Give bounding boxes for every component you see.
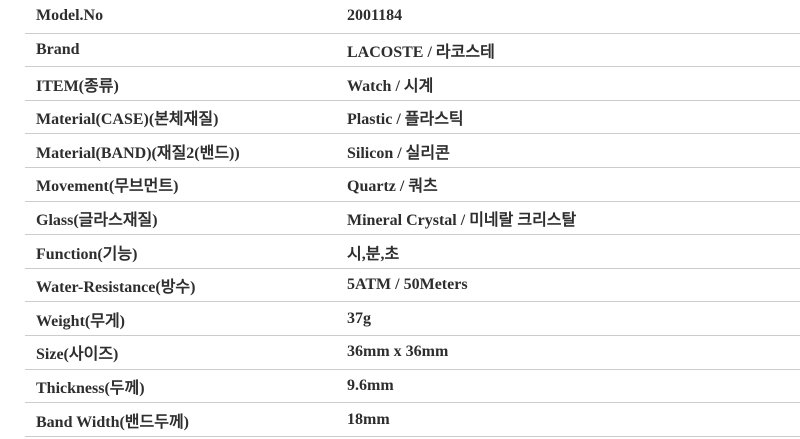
spec-table-row: Glass(글라스재질) Mineral Crystal / 미네랄 크리스탈 [25, 202, 800, 236]
spec-row-value: Mineral Crystal / 미네랄 크리스탈 [347, 211, 577, 229]
spec-row-label: Weight(무게) [36, 312, 125, 330]
spec-row-label: Function(기능) [36, 245, 138, 263]
spec-row-value: 2001184 [347, 7, 403, 25]
spec-row-value: 시,분,초 [347, 245, 400, 263]
spec-row-value: Watch / 시계 [347, 77, 434, 95]
spec-row-label: Movement(무브먼트) [36, 178, 179, 196]
spec-row-label: Band Width(밴드두께) [36, 413, 189, 431]
spec-table-row: Thickness(두께) 9.6mm [25, 370, 800, 404]
spec-table-row: Band Width(밴드두께) 18mm [25, 403, 800, 437]
spec-row-value: Silicon / 실리콘 [347, 144, 450, 162]
spec-row-value: 9.6mm [347, 377, 394, 394]
spec-row-label: Glass(글라스재질) [36, 211, 158, 229]
spec-row-label: ITEM(종류) [36, 77, 119, 95]
spec-row-label: Material(CASE)(본체재질) [36, 111, 219, 129]
spec-table-row: Model.No 2001184 [25, 0, 800, 34]
spec-row-label: Model.No [36, 7, 104, 25]
spec-table-row: ITEM(종류) Watch / 시계 [25, 67, 800, 101]
spec-row-value: Quartz / 쿼츠 [347, 178, 438, 196]
spec-table: Model.No 2001184 Brand LACOSTE / 라코스테 ITEM(종… [25, 0, 800, 437]
spec-table-row: Water-Resistance(방수) 5ATM / 50Meters [25, 269, 800, 303]
spec-row-label: Thickness(두께) [36, 380, 145, 397]
spec-table-row: Function(기능) 시,분,초 [25, 235, 800, 269]
spec-row-value: Plastic / 플라스틱 [347, 111, 464, 129]
spec-row-value: 18mm [347, 410, 390, 428]
spec-row-label: Water-Resistance(방수) [36, 279, 196, 297]
spec-row-value: 37g [347, 309, 371, 327]
spec-row-label: Material(BAND)(재질2(밴드)) [36, 144, 240, 162]
spec-table-row: Brand LACOSTE / 라코스테 [25, 34, 800, 68]
spec-row-value: 5ATM / 50Meters [347, 276, 468, 294]
spec-row-label: Size(사이즈) [36, 346, 119, 364]
spec-row-value: LACOSTE / 라코스테 [347, 43, 495, 61]
spec-table-row: Material(CASE)(본체재질) Plastic / 플라스틱 [25, 101, 800, 135]
spec-table-row: Movement(무브먼트) Quartz / 쿼츠 [25, 168, 800, 202]
spec-table-row: Material(BAND)(재질2(밴드)) Silicon / 실리콘 [25, 134, 800, 169]
spec-row-value: 36mm x 36mm [347, 343, 449, 361]
spec-row-label: Brand [36, 40, 80, 58]
spec-table-row: Weight(무게) 37g [25, 302, 800, 337]
spec-table-row: Size(사이즈) 36mm x 36mm [25, 336, 800, 370]
